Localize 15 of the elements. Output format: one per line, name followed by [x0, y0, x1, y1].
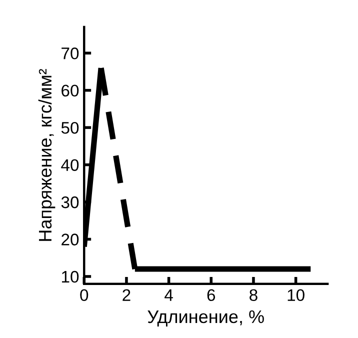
y-tick-label: 60 [62, 84, 79, 97]
y-tick-label: 10 [62, 270, 79, 283]
x-tick-label: 6 [207, 289, 216, 302]
x-tick-label: 4 [164, 289, 173, 301]
y-tick-label: 30 [61, 196, 79, 208]
x-tick-label: 10 [288, 289, 304, 302]
x-tick-label: 8 [250, 289, 258, 302]
y-tick-label: 20 [62, 234, 79, 246]
y-tick-label: 70 [62, 48, 79, 60]
x-tick-label: 0 [80, 289, 88, 302]
x-axis-title: Удлинение, % [148, 310, 264, 327]
y-tick-label: 50 [61, 122, 79, 134]
y-tick-label: 40 [61, 159, 79, 171]
y-axis-title: Напряжение, кгс/мм² [38, 68, 56, 241]
x-tick-label: 2 [122, 289, 130, 301]
